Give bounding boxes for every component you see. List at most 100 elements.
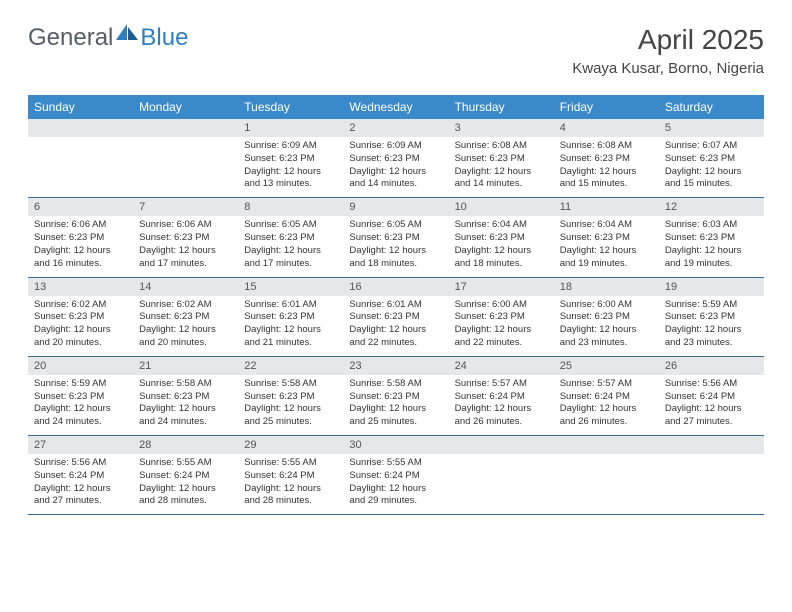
sunset-line: Sunset: 6:23 PM [560,232,653,245]
calendar-row: 1Sunrise: 6:09 AMSunset: 6:23 PMDaylight… [28,119,764,198]
calendar-cell [659,436,764,515]
day-number: 28 [133,436,238,454]
calendar-cell [28,119,133,198]
daylight-line: Daylight: 12 hours and 23 minutes. [560,324,653,350]
sunset-line: Sunset: 6:24 PM [349,470,442,483]
daylight-line: Daylight: 12 hours and 14 minutes. [349,166,442,192]
calendar-cell: 8Sunrise: 6:05 AMSunset: 6:23 PMDaylight… [238,198,343,277]
sunrise-line: Sunrise: 5:59 AM [34,378,127,391]
day-number: 8 [238,198,343,216]
sunset-line: Sunset: 6:23 PM [244,232,337,245]
daylight-line: Daylight: 12 hours and 15 minutes. [665,166,758,192]
daylight-line: Daylight: 12 hours and 25 minutes. [244,403,337,429]
day-data: Sunrise: 6:04 AMSunset: 6:23 PMDaylight:… [554,216,659,276]
day-data-empty [28,137,133,189]
day-number: 13 [28,278,133,296]
calendar-cell: 27Sunrise: 5:56 AMSunset: 6:24 PMDayligh… [28,436,133,515]
sunrise-line: Sunrise: 6:01 AM [244,299,337,312]
day-data: Sunrise: 5:58 AMSunset: 6:23 PMDaylight:… [343,375,448,435]
sunrise-line: Sunrise: 6:05 AM [349,219,442,232]
day-number: 15 [238,278,343,296]
calendar-cell: 2Sunrise: 6:09 AMSunset: 6:23 PMDaylight… [343,119,448,198]
day-number-empty [449,436,554,454]
day-number: 26 [659,357,764,375]
day-number: 29 [238,436,343,454]
sunset-line: Sunset: 6:23 PM [349,232,442,245]
day-data-empty [133,137,238,189]
daylight-line: Daylight: 12 hours and 27 minutes. [665,403,758,429]
calendar-page: General Blue April 2025 Kwaya Kusar, Bor… [0,0,792,539]
sunrise-line: Sunrise: 6:08 AM [455,140,548,153]
daylight-line: Daylight: 12 hours and 17 minutes. [139,245,232,271]
day-data: Sunrise: 6:00 AMSunset: 6:23 PMDaylight:… [449,296,554,356]
day-number: 11 [554,198,659,216]
sunset-line: Sunset: 6:23 PM [34,391,127,404]
sunrise-line: Sunrise: 6:04 AM [455,219,548,232]
daylight-line: Daylight: 12 hours and 17 minutes. [244,245,337,271]
sunrise-line: Sunrise: 5:57 AM [560,378,653,391]
sunset-line: Sunset: 6:23 PM [244,391,337,404]
sunset-line: Sunset: 6:23 PM [139,311,232,324]
day-data: Sunrise: 6:05 AMSunset: 6:23 PMDaylight:… [238,216,343,276]
day-data: Sunrise: 5:59 AMSunset: 6:23 PMDaylight:… [28,375,133,435]
calendar-cell: 24Sunrise: 5:57 AMSunset: 6:24 PMDayligh… [449,356,554,435]
day-number-empty [659,436,764,454]
day-number: 16 [343,278,448,296]
sunset-line: Sunset: 6:24 PM [455,391,548,404]
sunrise-line: Sunrise: 5:57 AM [455,378,548,391]
page-header: General Blue April 2025 Kwaya Kusar, Bor… [28,24,764,77]
dayhead-thursday: Thursday [449,95,554,119]
day-number: 24 [449,357,554,375]
calendar-cell: 14Sunrise: 6:02 AMSunset: 6:23 PMDayligh… [133,277,238,356]
day-data: Sunrise: 5:56 AMSunset: 6:24 PMDaylight:… [659,375,764,435]
calendar-cell: 15Sunrise: 6:01 AMSunset: 6:23 PMDayligh… [238,277,343,356]
daylight-line: Daylight: 12 hours and 29 minutes. [349,483,442,509]
sunset-line: Sunset: 6:23 PM [455,311,548,324]
day-data: Sunrise: 5:57 AMSunset: 6:24 PMDaylight:… [554,375,659,435]
daylight-line: Daylight: 12 hours and 18 minutes. [455,245,548,271]
sunrise-line: Sunrise: 6:06 AM [34,219,127,232]
sunset-line: Sunset: 6:24 PM [139,470,232,483]
calendar-cell: 16Sunrise: 6:01 AMSunset: 6:23 PMDayligh… [343,277,448,356]
daylight-line: Daylight: 12 hours and 16 minutes. [34,245,127,271]
calendar-cell: 5Sunrise: 6:07 AMSunset: 6:23 PMDaylight… [659,119,764,198]
daylight-line: Daylight: 12 hours and 18 minutes. [349,245,442,271]
day-number: 17 [449,278,554,296]
sunrise-line: Sunrise: 6:09 AM [244,140,337,153]
sunrise-line: Sunrise: 5:55 AM [139,457,232,470]
day-number-empty [28,119,133,137]
day-data: Sunrise: 6:08 AMSunset: 6:23 PMDaylight:… [554,137,659,197]
day-data: Sunrise: 5:58 AMSunset: 6:23 PMDaylight:… [133,375,238,435]
calendar-row: 20Sunrise: 5:59 AMSunset: 6:23 PMDayligh… [28,356,764,435]
sunset-line: Sunset: 6:23 PM [665,311,758,324]
calendar-table: Sunday Monday Tuesday Wednesday Thursday… [28,95,764,515]
calendar-cell: 11Sunrise: 6:04 AMSunset: 6:23 PMDayligh… [554,198,659,277]
day-data: Sunrise: 5:55 AMSunset: 6:24 PMDaylight:… [238,454,343,514]
logo-text-blue: Blue [140,24,188,52]
sunset-line: Sunset: 6:23 PM [560,311,653,324]
sunset-line: Sunset: 6:24 PM [244,470,337,483]
day-data: Sunrise: 6:02 AMSunset: 6:23 PMDaylight:… [28,296,133,356]
day-number: 10 [449,198,554,216]
day-data: Sunrise: 6:08 AMSunset: 6:23 PMDaylight:… [449,137,554,197]
day-data-empty [659,454,764,506]
sunset-line: Sunset: 6:23 PM [560,153,653,166]
sunrise-line: Sunrise: 6:07 AM [665,140,758,153]
daylight-line: Daylight: 12 hours and 24 minutes. [34,403,127,429]
day-data: Sunrise: 6:02 AMSunset: 6:23 PMDaylight:… [133,296,238,356]
day-data-empty [554,454,659,506]
day-number: 21 [133,357,238,375]
dayhead-saturday: Saturday [659,95,764,119]
sunset-line: Sunset: 6:23 PM [665,153,758,166]
day-number-empty [133,119,238,137]
logo-text-general: General [28,24,113,52]
daylight-line: Daylight: 12 hours and 15 minutes. [560,166,653,192]
calendar-cell: 26Sunrise: 5:56 AMSunset: 6:24 PMDayligh… [659,356,764,435]
daylight-line: Daylight: 12 hours and 13 minutes. [244,166,337,192]
sunrise-line: Sunrise: 6:08 AM [560,140,653,153]
day-data: Sunrise: 6:05 AMSunset: 6:23 PMDaylight:… [343,216,448,276]
daylight-line: Daylight: 12 hours and 19 minutes. [665,245,758,271]
sunset-line: Sunset: 6:23 PM [455,232,548,245]
sunrise-line: Sunrise: 6:02 AM [139,299,232,312]
calendar-cell: 13Sunrise: 6:02 AMSunset: 6:23 PMDayligh… [28,277,133,356]
